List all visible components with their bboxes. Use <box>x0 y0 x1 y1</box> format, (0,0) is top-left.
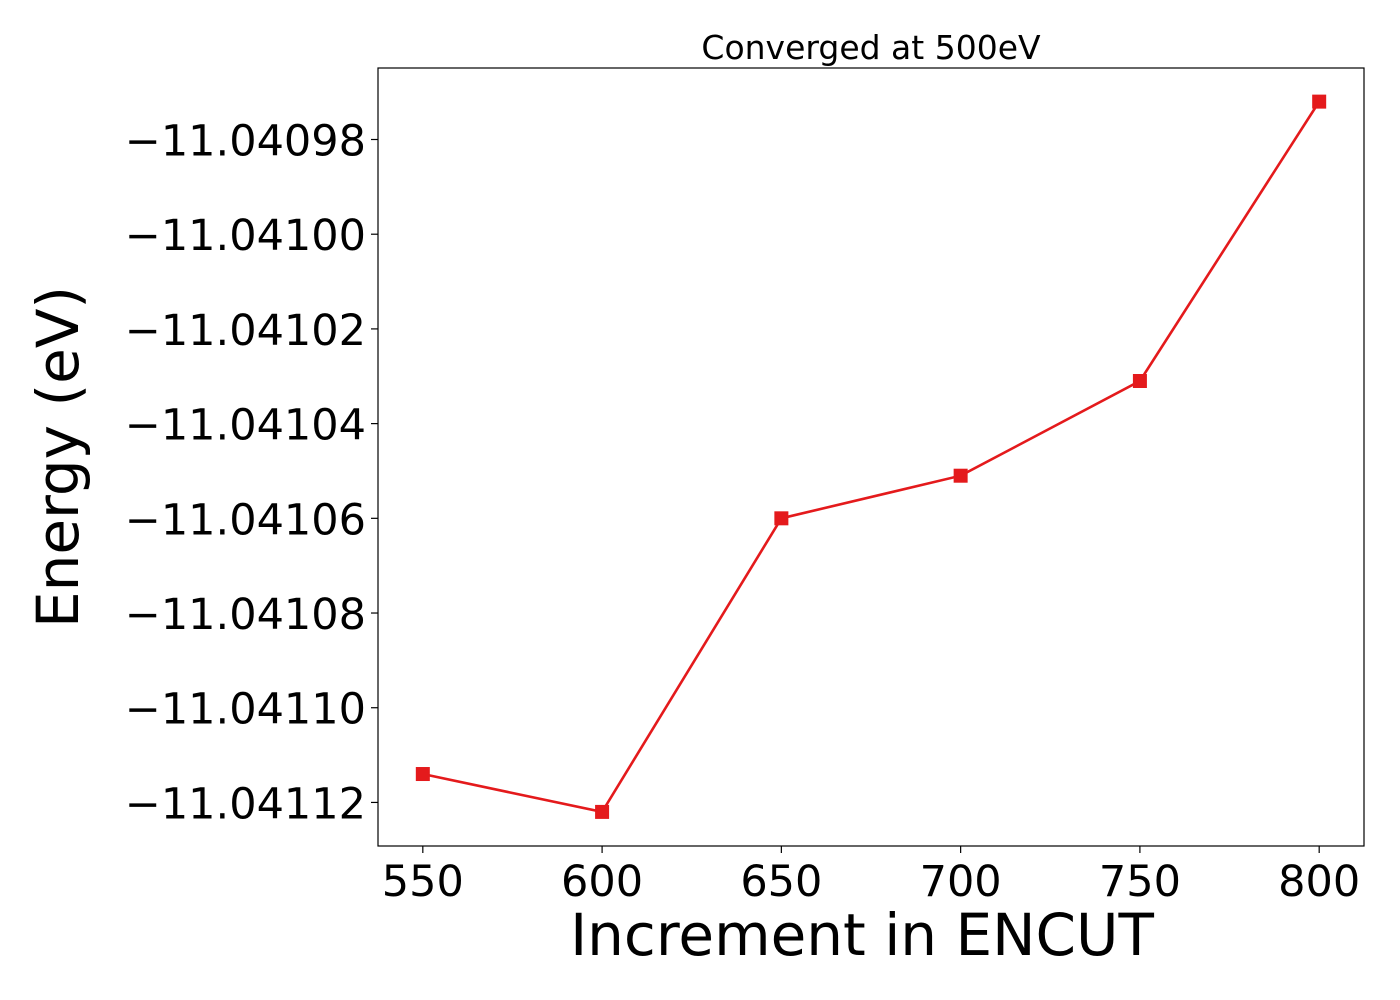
x-axis-label: Increment in ENCUT <box>570 901 1154 969</box>
y-tick-label: −11.04100 <box>125 211 366 261</box>
y-tick-label: −11.04110 <box>125 685 366 735</box>
data-point <box>595 804 610 819</box>
series-line <box>422 100 1321 814</box>
series-group <box>415 94 1327 819</box>
data-point <box>415 767 430 782</box>
y-tick-label: −11.04104 <box>125 401 366 451</box>
data-point <box>1312 94 1327 109</box>
data-point <box>774 511 789 526</box>
y-tick-label: −11.04098 <box>125 117 366 167</box>
x-tick-label: 650 <box>740 857 822 907</box>
x-tick-label: 600 <box>561 857 643 907</box>
plot-area <box>377 67 1365 847</box>
y-tick-label: −11.04106 <box>125 495 366 545</box>
x-tick-label: 700 <box>920 857 1002 907</box>
x-axis: 550 600 650 700 750 800 <box>382 846 1360 907</box>
y-axis: −11.04112 −11.04110 −11.04108 −11.04106 −11.… <box>125 117 378 829</box>
data-point <box>953 468 968 483</box>
x-tick-label: 750 <box>1099 857 1181 907</box>
y-tick-label: −11.04102 <box>125 306 366 356</box>
x-tick-label: 550 <box>382 857 464 907</box>
chart-title: Converged at 500eV <box>701 28 1041 67</box>
y-tick-label: −11.04108 <box>125 590 366 640</box>
x-tick-label: 800 <box>1278 857 1360 907</box>
data-point <box>1132 373 1147 388</box>
y-axis-label: Energy (eV) <box>24 286 92 628</box>
y-tick-label: −11.04112 <box>125 779 366 829</box>
